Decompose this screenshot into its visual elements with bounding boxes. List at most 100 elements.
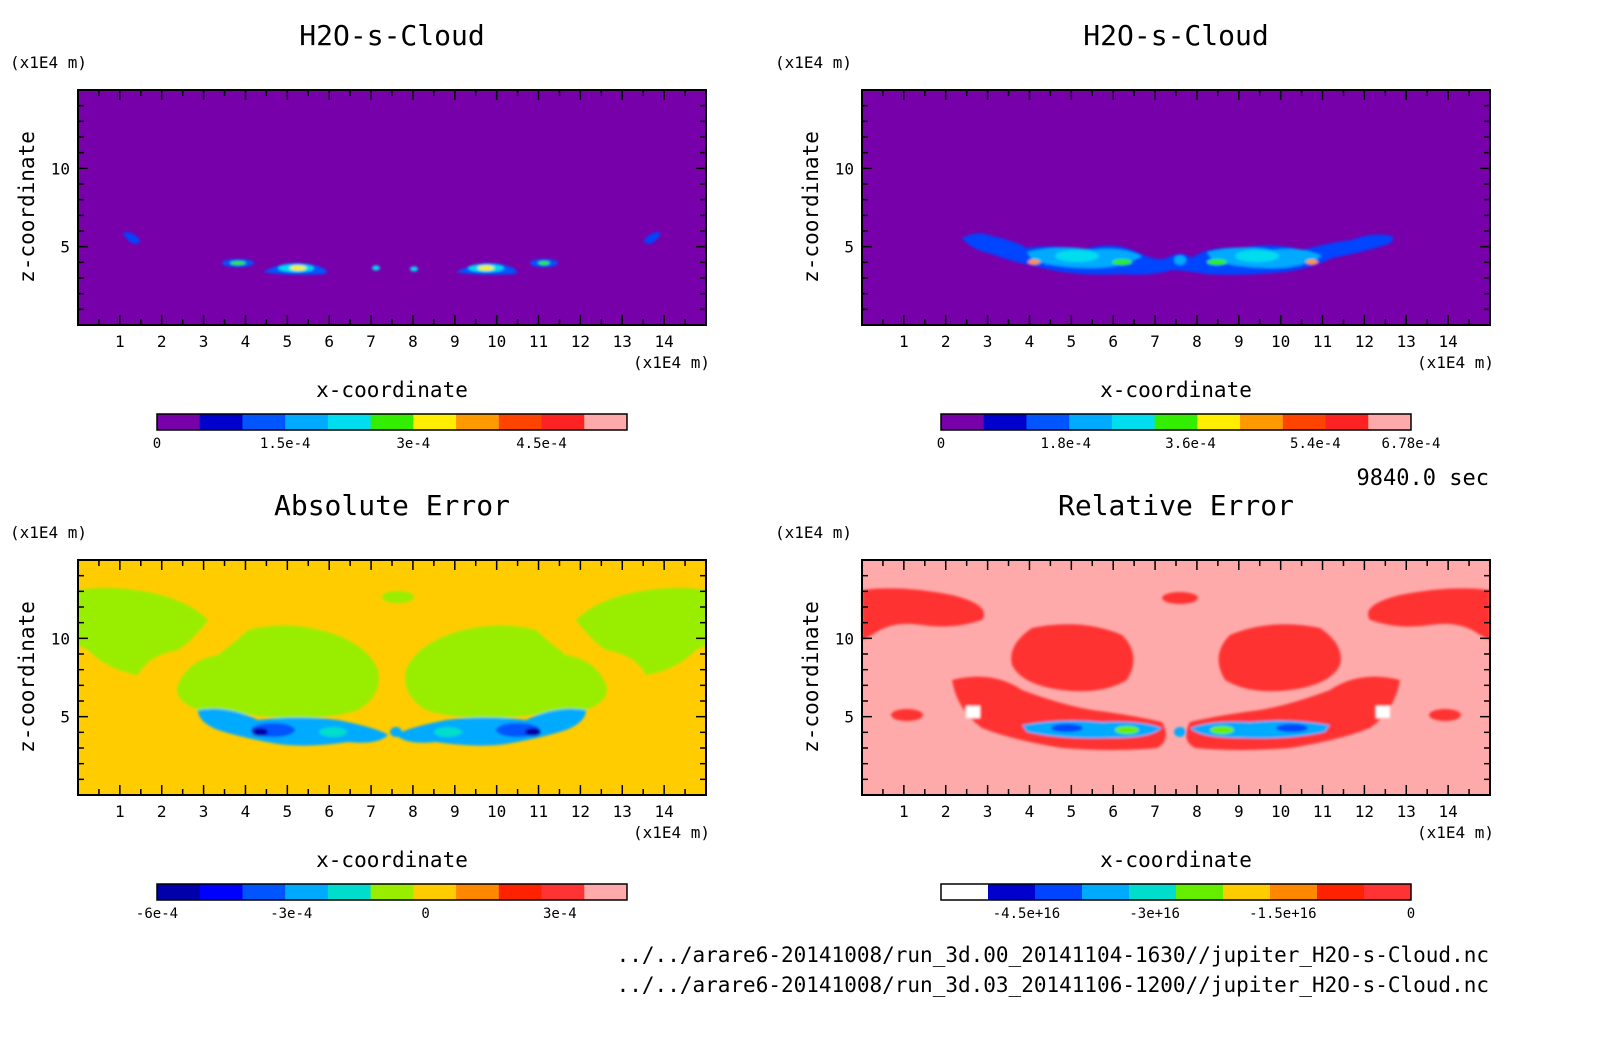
x-tick-label: 3 xyxy=(199,332,209,351)
x-tick-label: 10 xyxy=(487,332,506,351)
colorbar-swatch xyxy=(1223,884,1271,900)
colorbar-swatch xyxy=(413,884,457,900)
x-axis-label: x-coordinate xyxy=(1100,378,1252,402)
colorbar: 0 1.5e-4 3e-4 4.5e-4 xyxy=(153,413,628,452)
colorbar-tick-label: 0 xyxy=(421,906,429,922)
contour-field: 1 2 3 4 5 6 7 8 9 10 11 12 13 14 510 xyxy=(835,89,1491,351)
error-regions xyxy=(78,587,706,746)
x-tick-label: 8 xyxy=(408,332,418,351)
x-axis-label: x-coordinate xyxy=(316,378,468,402)
x-tick-label: 12 xyxy=(1355,332,1374,351)
colorbar-tick-label: -1.5e+16 xyxy=(1249,906,1316,922)
x-tick-label: 14 xyxy=(655,332,674,351)
colorbar-swatch xyxy=(199,414,243,430)
colorbar: -4.5e+16 -3e+16 -1.5e+16 0 xyxy=(940,883,1415,922)
colorbar-swatch xyxy=(1325,414,1369,430)
colorbar-swatch xyxy=(983,414,1027,430)
x-tick-label: 4 xyxy=(1025,802,1035,821)
y-unit-label: (x1E4 m) xyxy=(10,53,87,72)
colorbar-frame xyxy=(940,883,1412,901)
x-tick-label: 8 xyxy=(1192,802,1202,821)
y-tick-label: 5 xyxy=(844,238,854,257)
contour-field: 1 2 3 4 5 6 7 8 9 10 11 12 13 14 510 xyxy=(51,89,707,351)
y-axis-label: z-coordinate xyxy=(799,131,823,283)
colorbar-tick-label: -4.5e+16 xyxy=(993,906,1060,922)
plot-frame xyxy=(861,559,1491,796)
x-tick-label: 7 xyxy=(366,332,376,351)
x-tick-label: 3 xyxy=(983,332,993,351)
colorbar-swatch xyxy=(1282,414,1327,430)
x-tick-label: 6 xyxy=(324,802,334,821)
x-tick-label: 5 xyxy=(283,802,293,821)
colorbar-frame xyxy=(156,413,628,431)
x-tick-label: 14 xyxy=(655,802,674,821)
x-tick-label: 11 xyxy=(529,332,548,351)
panel-absolute-error: Absolute Error (x1E4 m) 1 2 3 4 5 6 7 8 9 10 11 1 xyxy=(10,489,710,922)
x-tick-label: 2 xyxy=(941,802,951,821)
x-tick-label: 13 xyxy=(1397,332,1416,351)
colorbar-swatch xyxy=(413,414,457,430)
file-path-2: ../../arare6-20141008/run_3d.03_20141106… xyxy=(617,973,1489,997)
x-tick-label: 8 xyxy=(1192,332,1202,351)
y-axis-label: z-coordinate xyxy=(15,601,39,753)
colorbar-frame xyxy=(156,883,628,901)
colorbar-tick-label: 1.5e-4 xyxy=(260,436,311,452)
x-tick-label: 11 xyxy=(1313,332,1332,351)
y-unit-label: (x1E4 m) xyxy=(775,523,852,542)
y-tick-label: 5 xyxy=(60,238,70,257)
x-unit-label: (x1E4 m) xyxy=(1417,823,1494,842)
cloud-band xyxy=(962,233,1394,275)
colorbar-tick-label: -3e-4 xyxy=(270,906,312,922)
x-tick-label: 10 xyxy=(1271,802,1290,821)
colorbar-swatch xyxy=(1240,414,1284,430)
colorbar-swatch xyxy=(584,884,628,900)
colorbar-tick-label: 4.5e-4 xyxy=(516,436,567,452)
colorbar-swatch xyxy=(370,414,414,430)
colorbar-swatch xyxy=(285,884,329,900)
plot-frame xyxy=(77,89,707,326)
colorbar-swatch xyxy=(327,414,372,430)
x-tick-label: 2 xyxy=(157,332,167,351)
x-tick-label: 10 xyxy=(1271,332,1290,351)
x-tick-label: 2 xyxy=(157,802,167,821)
colorbar-swatch xyxy=(199,884,243,900)
y-ticks: 5 10 xyxy=(51,104,706,311)
colorbar-swatch xyxy=(1197,414,1241,430)
colorbar-swatch xyxy=(1364,884,1412,900)
field-background xyxy=(78,90,706,325)
colorbar-swatch xyxy=(1317,884,1365,900)
y-ticks: 5 10 xyxy=(51,574,706,781)
panel-cloud-run03: H2O-s-Cloud (x1E4 m) 1 2 3 4 5 6 7 8 9 10 11 12 13 14… xyxy=(775,19,1494,452)
colorbar-swatch xyxy=(1129,884,1177,900)
x-tick-label: 9 xyxy=(450,332,460,351)
x-tick-label: 10 xyxy=(487,802,506,821)
colorbar-frame xyxy=(940,413,1412,431)
x-tick-label: 1 xyxy=(115,332,125,351)
colorbar-swatch xyxy=(456,414,500,430)
x-tick-label: 6 xyxy=(1108,802,1118,821)
x-tick-label: 7 xyxy=(1150,802,1160,821)
x-ticks: 1 2 3 4 5 6 7 8 9 10 11 12 13 14 xyxy=(98,90,686,351)
cloud-blobs xyxy=(123,232,661,275)
colorbar-swatch xyxy=(541,414,585,430)
colorbar-swatch xyxy=(157,414,201,430)
colorbar-swatch xyxy=(1082,884,1130,900)
x-tick-label: 8 xyxy=(408,802,418,821)
colorbar-swatch xyxy=(498,414,543,430)
colorbar-swatch xyxy=(1154,414,1198,430)
colorbar-swatch xyxy=(456,884,500,900)
panel-title: H2O-s-Cloud xyxy=(299,19,484,52)
x-unit-label: (x1E4 m) xyxy=(633,353,710,372)
colorbar-swatch xyxy=(1035,884,1083,900)
colorbar-tick-label: 5.4e-4 xyxy=(1290,436,1341,452)
plot-frame xyxy=(861,89,1491,326)
colorbar: -6e-4 -3e-4 0 3e-4 xyxy=(136,883,628,922)
x-unit-label: (x1E4 m) xyxy=(1417,353,1494,372)
colorbar-swatch xyxy=(285,414,329,430)
x-tick-label: 1 xyxy=(115,802,125,821)
colorbar-swatch xyxy=(1270,884,1318,900)
x-tick-label: 1 xyxy=(899,802,909,821)
colorbar-tick-label: 0 xyxy=(1407,906,1415,922)
